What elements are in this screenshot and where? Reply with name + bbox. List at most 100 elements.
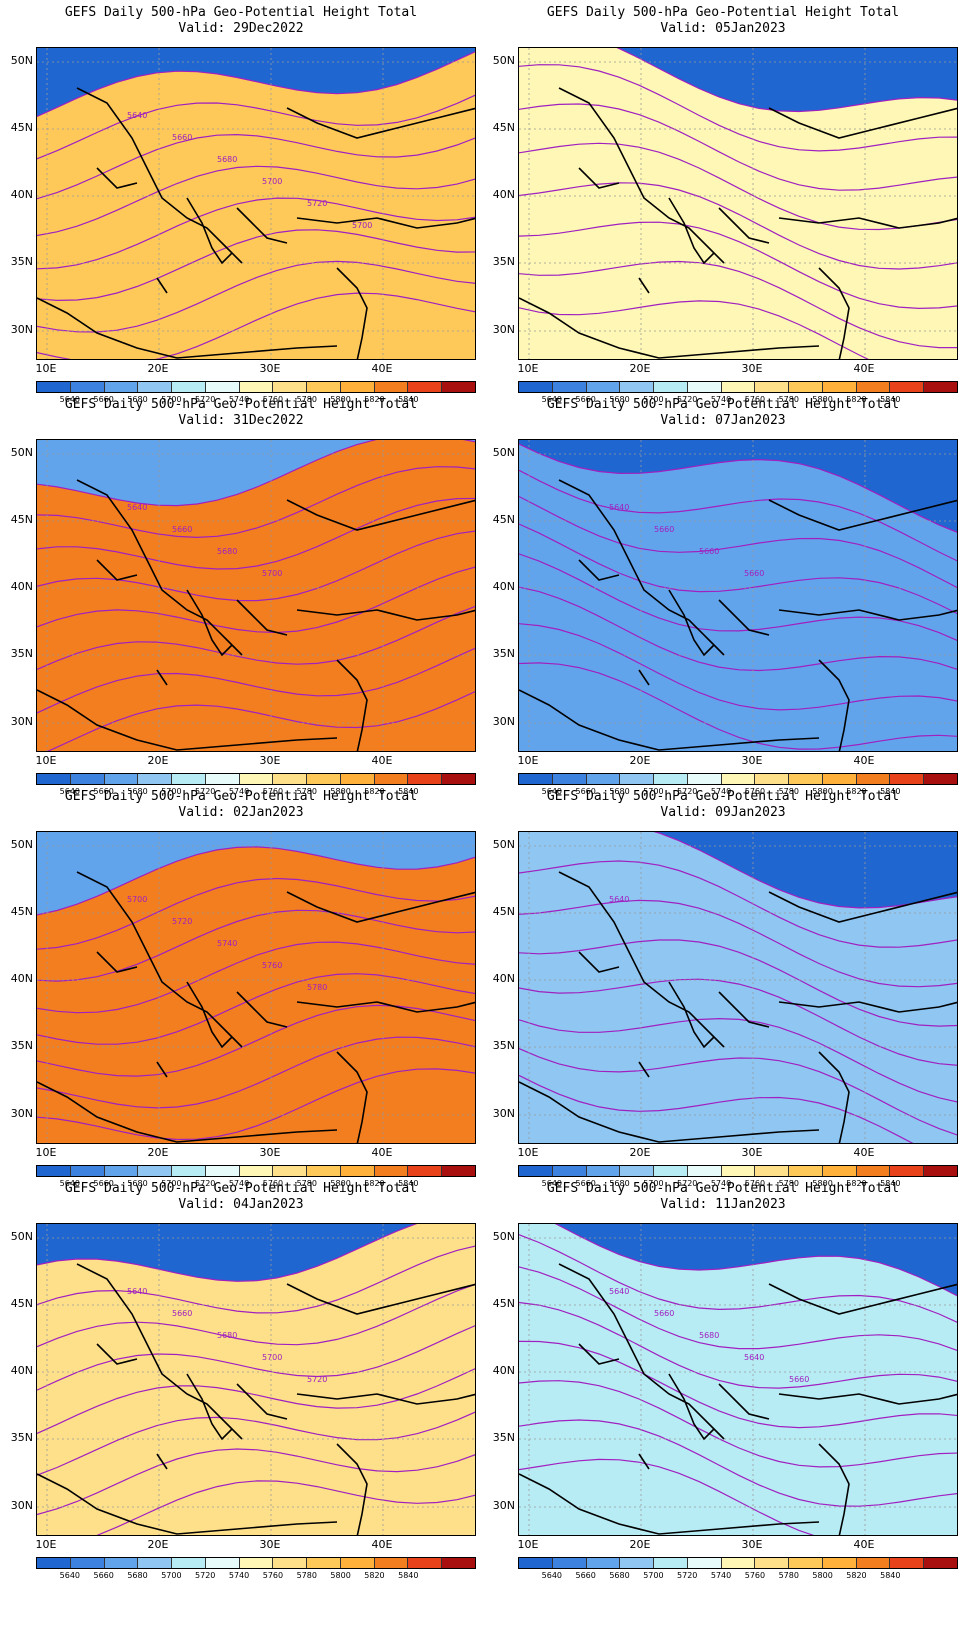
panel-valid-date: Valid: 31Dec2022	[178, 413, 304, 428]
lon-label: 10E	[35, 754, 57, 767]
panel-title: GEFS Daily 500-hPa Geo-Potential Height …	[64, 1181, 418, 1196]
panel-valid-date: Valid: 07Jan2023	[660, 413, 786, 428]
contour-label: 5760	[262, 961, 282, 970]
contour-label: 5680	[217, 547, 237, 556]
colorbar-label: 5760	[262, 1179, 284, 1188]
contour-svg: 5700 5720 5740 5760 5780	[37, 832, 475, 1143]
contour-line	[519, 260, 957, 349]
colorbar-label: 5840	[880, 1179, 901, 1188]
colorbar-label: 5680	[609, 1571, 630, 1580]
colorbar-label: 5660	[93, 1571, 114, 1580]
colorbar-swatch	[138, 1166, 173, 1176]
colorbar-swatch	[70, 1166, 105, 1176]
colorbar-swatch	[620, 1558, 655, 1568]
contour-label: 5700	[352, 221, 372, 230]
colorbar-swatch	[586, 1558, 621, 1568]
lat-label: 30N	[10, 1107, 33, 1120]
contour-line	[519, 978, 957, 1066]
lon-label: 10E	[35, 362, 57, 375]
colorbar-label: 5720	[677, 395, 698, 404]
contour-line	[37, 973, 475, 1045]
colorbar-label: 5700	[161, 1571, 182, 1580]
contour-label: 5720	[307, 199, 327, 208]
contour-line	[519, 103, 957, 191]
contour-label: 5640	[127, 111, 147, 120]
panel-valid-date: Valid: 09Jan2023	[660, 805, 786, 820]
colorbar-label: 5680	[609, 787, 630, 796]
lat-label: 45N	[492, 513, 515, 526]
lat-label: 35N	[492, 1039, 515, 1052]
colorbar-label: 5800	[330, 1179, 351, 1188]
colorbar-label: 5720	[195, 395, 216, 404]
colorbar-swatch	[408, 1558, 443, 1568]
lon-label: 20E	[629, 1146, 651, 1159]
contour-line	[37, 1004, 475, 1077]
lat-label: 40N	[492, 972, 515, 985]
colorbar-label: 5660	[93, 1179, 114, 1188]
colorbar-label: 5820	[364, 1179, 385, 1188]
colorbar-label: 5660	[93, 395, 114, 404]
colorbar-swatch	[172, 1558, 206, 1568]
colorbar-swatch	[104, 774, 139, 784]
contour-line	[37, 530, 475, 602]
contour-line	[37, 1068, 475, 1141]
contour-line	[519, 1017, 957, 1103]
lon-label: 10E	[35, 1146, 57, 1159]
contour-label: 5700	[127, 895, 147, 904]
colorbar-swatch	[552, 1558, 587, 1568]
panel-valid-date: Valid: 05Jan2023	[660, 21, 786, 36]
colorbar-swatch	[307, 774, 341, 784]
colorbar-label: 5680	[609, 395, 630, 404]
colorbar-swatch	[239, 1558, 274, 1568]
colorbar-swatch	[104, 1166, 139, 1176]
colorbar-label: 5640	[59, 1179, 81, 1188]
map-panel: GEFS Daily 500-hPa Geo-Potential Height …	[0, 392, 482, 802]
height-map: 5640 5660 5680 5700 5720 5700	[36, 47, 476, 360]
colorbar-label: 5680	[127, 1571, 148, 1580]
panel-title: GEFS Daily 500-hPa Geo-Potential Height …	[546, 5, 900, 20]
colorbar-swatch	[519, 1166, 553, 1176]
colorbar-label: 5720	[195, 1179, 216, 1188]
colorbar-label: 5800	[812, 1571, 833, 1580]
lat-label: 45N	[492, 905, 515, 918]
colorbar-label: 5800	[812, 787, 833, 796]
height-band	[519, 1224, 957, 1535]
contour-label: 5660	[789, 1375, 809, 1384]
lat-label: 35N	[10, 1039, 33, 1052]
contour-line	[519, 469, 957, 562]
colorbar-swatch	[822, 774, 857, 784]
contour-label: 5660	[172, 1309, 192, 1318]
colorbar-swatch	[138, 1558, 173, 1568]
map-panel: GEFS Daily 500-hPa Geo-Potential Height …	[0, 1176, 482, 1586]
contour-line	[37, 605, 475, 670]
colorbar-swatch	[620, 1166, 655, 1176]
contour-line	[37, 647, 475, 714]
height-map: 5640	[518, 831, 958, 1144]
contour-svg: 5640 5660 5680 5700 5720 5700	[37, 48, 475, 359]
lat-label: 45N	[10, 1297, 33, 1310]
contour-label: 5780	[307, 983, 327, 992]
colorbar-label: 5680	[127, 787, 148, 796]
contour-line	[37, 1283, 475, 1348]
contour-label: 5680	[699, 1331, 719, 1340]
colorbar-label: 5780	[778, 787, 799, 796]
colorbar-label: 5720	[195, 1571, 216, 1580]
colorbar-swatch	[552, 1166, 587, 1176]
contour-line	[519, 300, 869, 359]
coastline	[37, 1263, 475, 1535]
contour-line	[519, 64, 957, 152]
map-panel: GEFS Daily 500-hPa Geo-Potential Height …	[0, 0, 482, 410]
contour-label: 5680	[217, 1331, 237, 1340]
contour-line	[519, 1458, 815, 1535]
contour-label: 5720	[307, 1375, 327, 1384]
colorbar-label: 5640	[59, 787, 81, 796]
contour-line	[37, 133, 475, 200]
contour-line	[37, 466, 475, 539]
colorbar-label: 5740	[710, 1179, 732, 1188]
colorbar-swatch	[442, 382, 475, 392]
lat-label: 30N	[492, 715, 515, 728]
colorbar-swatch	[890, 1558, 925, 1568]
contour-line	[554, 1224, 957, 1297]
colorbar-swatch	[408, 1166, 443, 1176]
coastline	[37, 479, 475, 751]
